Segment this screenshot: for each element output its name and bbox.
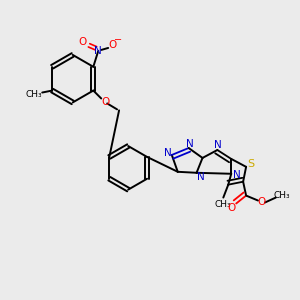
Text: N: N [197,172,204,182]
Text: O: O [78,37,86,47]
Text: O: O [108,40,116,50]
Text: CH₃: CH₃ [214,200,231,209]
Text: CH₃: CH₃ [26,90,43,99]
Text: N: N [164,148,172,158]
Text: O: O [227,203,236,214]
Text: N: N [214,140,222,150]
Text: N: N [186,139,194,149]
Text: O: O [258,196,266,206]
Text: N: N [94,46,102,56]
Text: S: S [248,159,255,169]
Text: −: − [114,35,122,45]
Text: O: O [101,98,109,107]
Text: CH₃: CH₃ [274,191,290,200]
Text: N: N [233,170,241,180]
